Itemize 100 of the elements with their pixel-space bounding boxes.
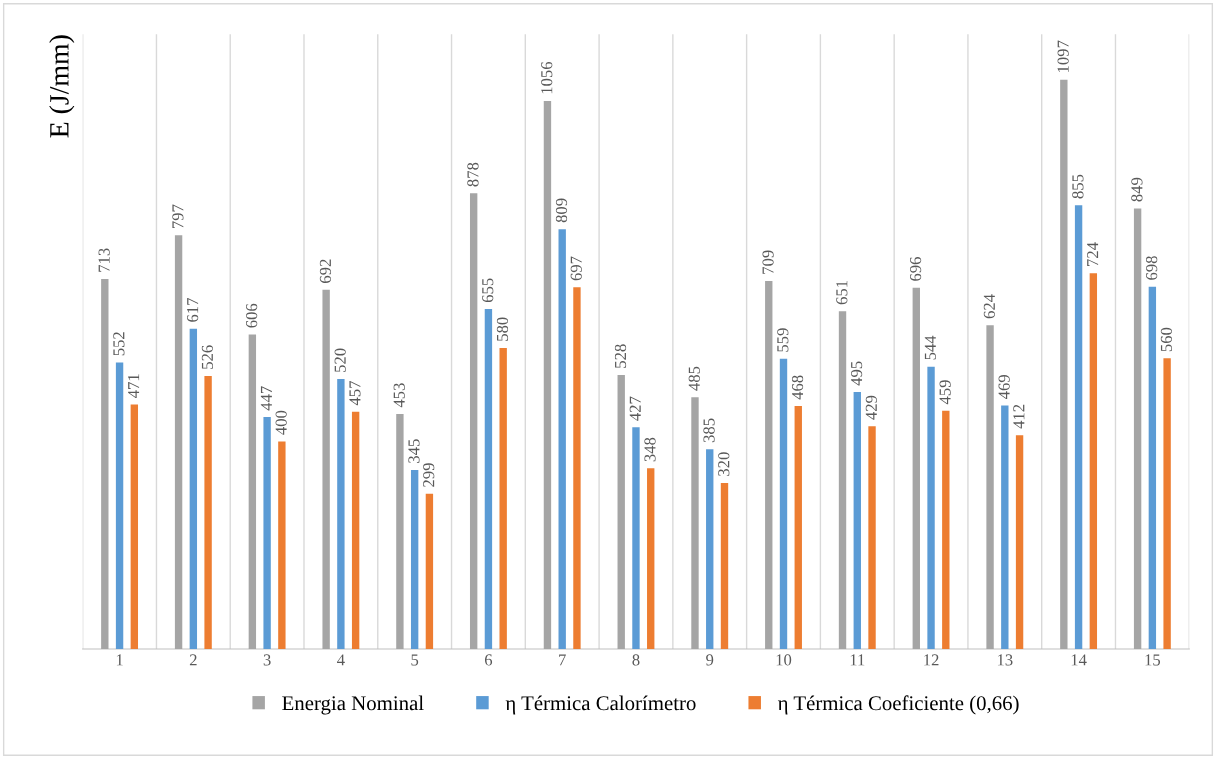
bar: [204, 376, 212, 649]
data-label: 471: [128, 374, 140, 398]
bar: [647, 468, 655, 649]
bar: [278, 441, 286, 649]
data-label: 724: [1087, 242, 1099, 266]
data-label: 459: [939, 380, 951, 405]
data-label: 651: [836, 280, 848, 305]
data-label: 624: [983, 294, 995, 319]
data-label: 878: [467, 162, 479, 187]
bar: [632, 427, 640, 649]
x-tick-label: 13: [997, 654, 1013, 666]
data-label: 655: [482, 278, 494, 303]
bar: [1015, 435, 1024, 649]
bar: [794, 406, 802, 649]
data-label: 526: [201, 345, 214, 369]
x-tick-label: 10: [776, 654, 792, 666]
data-label: 429: [865, 395, 877, 420]
bar: [558, 229, 566, 649]
bar: [912, 287, 920, 649]
x-tick-label: 3: [263, 654, 271, 666]
y-axis-title: E (J/mm): [49, 35, 75, 138]
data-label: 427: [629, 396, 641, 421]
data-label: 698: [1146, 256, 1158, 280]
bar: [174, 235, 183, 649]
x-tick-label: 7: [559, 654, 566, 666]
x-tick-label: 12: [924, 654, 939, 666]
data-label: 606: [246, 303, 258, 328]
x-tick-label: 11: [850, 654, 865, 666]
bar: [1074, 205, 1083, 649]
data-label: 559: [777, 328, 789, 352]
x-tick-label: 14: [1071, 654, 1087, 666]
data-label: 696: [910, 257, 922, 281]
bar: [351, 411, 360, 649]
x-tick-label: 4: [337, 654, 345, 666]
x-tick-label: 6: [484, 654, 493, 666]
bar: [396, 413, 404, 649]
bar: [986, 325, 994, 649]
data-label: 849: [1131, 177, 1143, 202]
data-label: 697: [570, 256, 582, 281]
data-label: 345: [408, 439, 420, 463]
data-label: 544: [924, 335, 936, 360]
x-tick-label: 2: [189, 654, 197, 666]
data-label: 469: [998, 375, 1010, 400]
data-label: 797: [172, 204, 184, 229]
data-label: 385: [703, 418, 715, 443]
legend-label: Energia Nominal: [282, 695, 424, 715]
data-label: 299: [423, 463, 435, 487]
bar: [617, 374, 625, 649]
bar: [248, 334, 257, 649]
data-label: 552: [113, 332, 125, 356]
bar: [410, 469, 419, 649]
data-label: 520: [334, 348, 346, 372]
data-label: 348: [644, 437, 656, 462]
data-label: 447: [260, 386, 272, 411]
data-label: 713: [98, 248, 110, 272]
bar: [484, 309, 493, 649]
data-label: 855: [1072, 174, 1084, 199]
bar: [927, 366, 935, 649]
bar: [322, 289, 330, 649]
bar: [853, 392, 861, 649]
bar: [1163, 358, 1171, 649]
x-tick-label: 1: [116, 654, 123, 666]
bar: [779, 358, 788, 649]
bar: [942, 410, 950, 649]
bar: [1148, 286, 1157, 649]
bar: [691, 397, 699, 649]
data-label: 320: [718, 452, 730, 476]
legend-label: η Térmica Calorímetro: [505, 695, 696, 715]
data-label: 453: [393, 383, 405, 408]
bar: [189, 328, 198, 649]
data-label: 528: [614, 344, 627, 368]
bar: [469, 193, 478, 649]
bar: [720, 482, 729, 649]
data-label: 580: [496, 317, 509, 341]
bar: [263, 416, 271, 649]
data-label: 412: [1013, 404, 1025, 429]
x-tick-label: 8: [632, 654, 640, 666]
data-label: 809: [555, 198, 568, 223]
bar: [425, 493, 434, 649]
x-tick-label: 5: [411, 654, 419, 666]
bar: [706, 449, 714, 649]
bar: [1001, 405, 1009, 649]
bar: [115, 362, 124, 649]
data-label: 1097: [1057, 40, 1069, 72]
data-label: 400: [275, 410, 287, 435]
data-label: 1056: [541, 61, 553, 94]
data-label: 468: [791, 375, 804, 400]
bar: [1133, 208, 1142, 649]
data-label: 692: [319, 259, 332, 283]
bar: [1089, 273, 1098, 649]
bar: [573, 287, 581, 649]
bar: [130, 404, 139, 649]
x-tick-label: 15: [1145, 654, 1161, 666]
bar: [868, 426, 876, 649]
bar: [543, 100, 552, 649]
data-label: 617: [187, 298, 199, 322]
data-label: 495: [850, 361, 863, 386]
bar: [1060, 79, 1068, 649]
bar: [101, 278, 109, 649]
bar: [838, 311, 847, 649]
